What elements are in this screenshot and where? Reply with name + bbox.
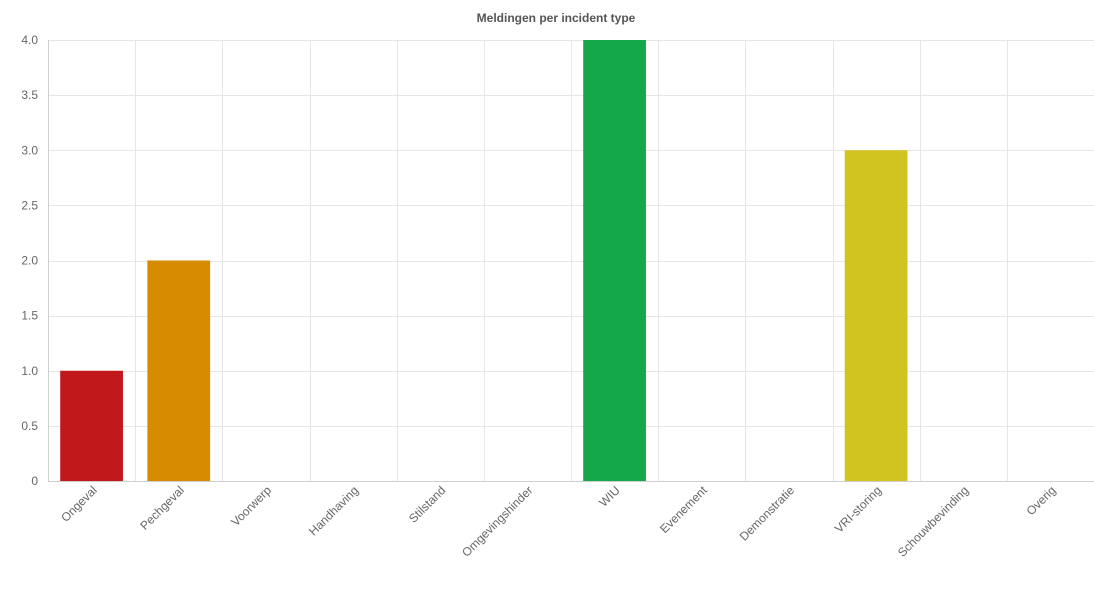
- y-tick-label: 1.0: [21, 364, 38, 378]
- bar-vri-storing[interactable]: [844, 150, 908, 481]
- x-tick-label: Ongeval: [58, 483, 100, 525]
- x-tick-label: Voorwerp: [228, 483, 274, 529]
- y-tick-label: 4.0: [21, 33, 38, 47]
- x-tick-label: Evenement: [657, 483, 710, 536]
- y-tick-label: 3.5: [21, 88, 38, 102]
- y-tick-label: 2.0: [21, 254, 38, 268]
- y-tick-label: 0.5: [21, 419, 38, 433]
- x-tick-label: VRI-storing: [832, 483, 884, 535]
- y-tick-label: 0: [31, 474, 38, 488]
- x-tick-label: Pechgeval: [137, 483, 187, 533]
- bar-pechgeval[interactable]: [147, 260, 211, 482]
- y-tick-label: 1.5: [21, 309, 38, 323]
- bar-ongeval[interactable]: [60, 370, 123, 481]
- y-tick-label: 2.5: [21, 198, 38, 212]
- x-tick-label: Schouwbevinding: [895, 483, 971, 559]
- x-tick-label: Omgevingshinder: [459, 483, 535, 559]
- grid: [48, 40, 1094, 482]
- x-axis: Ongeval Pechgeval Voorwerp Handhaving Stilst…: [58, 483, 1058, 560]
- bars: [60, 40, 908, 482]
- y-axis: 0 0.5 1.0 1.5 2.0 2.5 3.0 3.5 4.0: [21, 33, 38, 488]
- chart-title: Meldingen per incident type: [477, 11, 636, 25]
- x-tick-label: Stilstand: [406, 483, 448, 525]
- bar-wiu[interactable]: [583, 40, 646, 481]
- x-tick-label: WIU: [596, 483, 622, 509]
- x-tick-label: Handhaving: [306, 483, 361, 538]
- y-tick-label: 3.0: [21, 143, 38, 157]
- x-tick-label: Overig: [1024, 483, 1059, 518]
- x-tick-label: Demonstratie: [737, 483, 798, 544]
